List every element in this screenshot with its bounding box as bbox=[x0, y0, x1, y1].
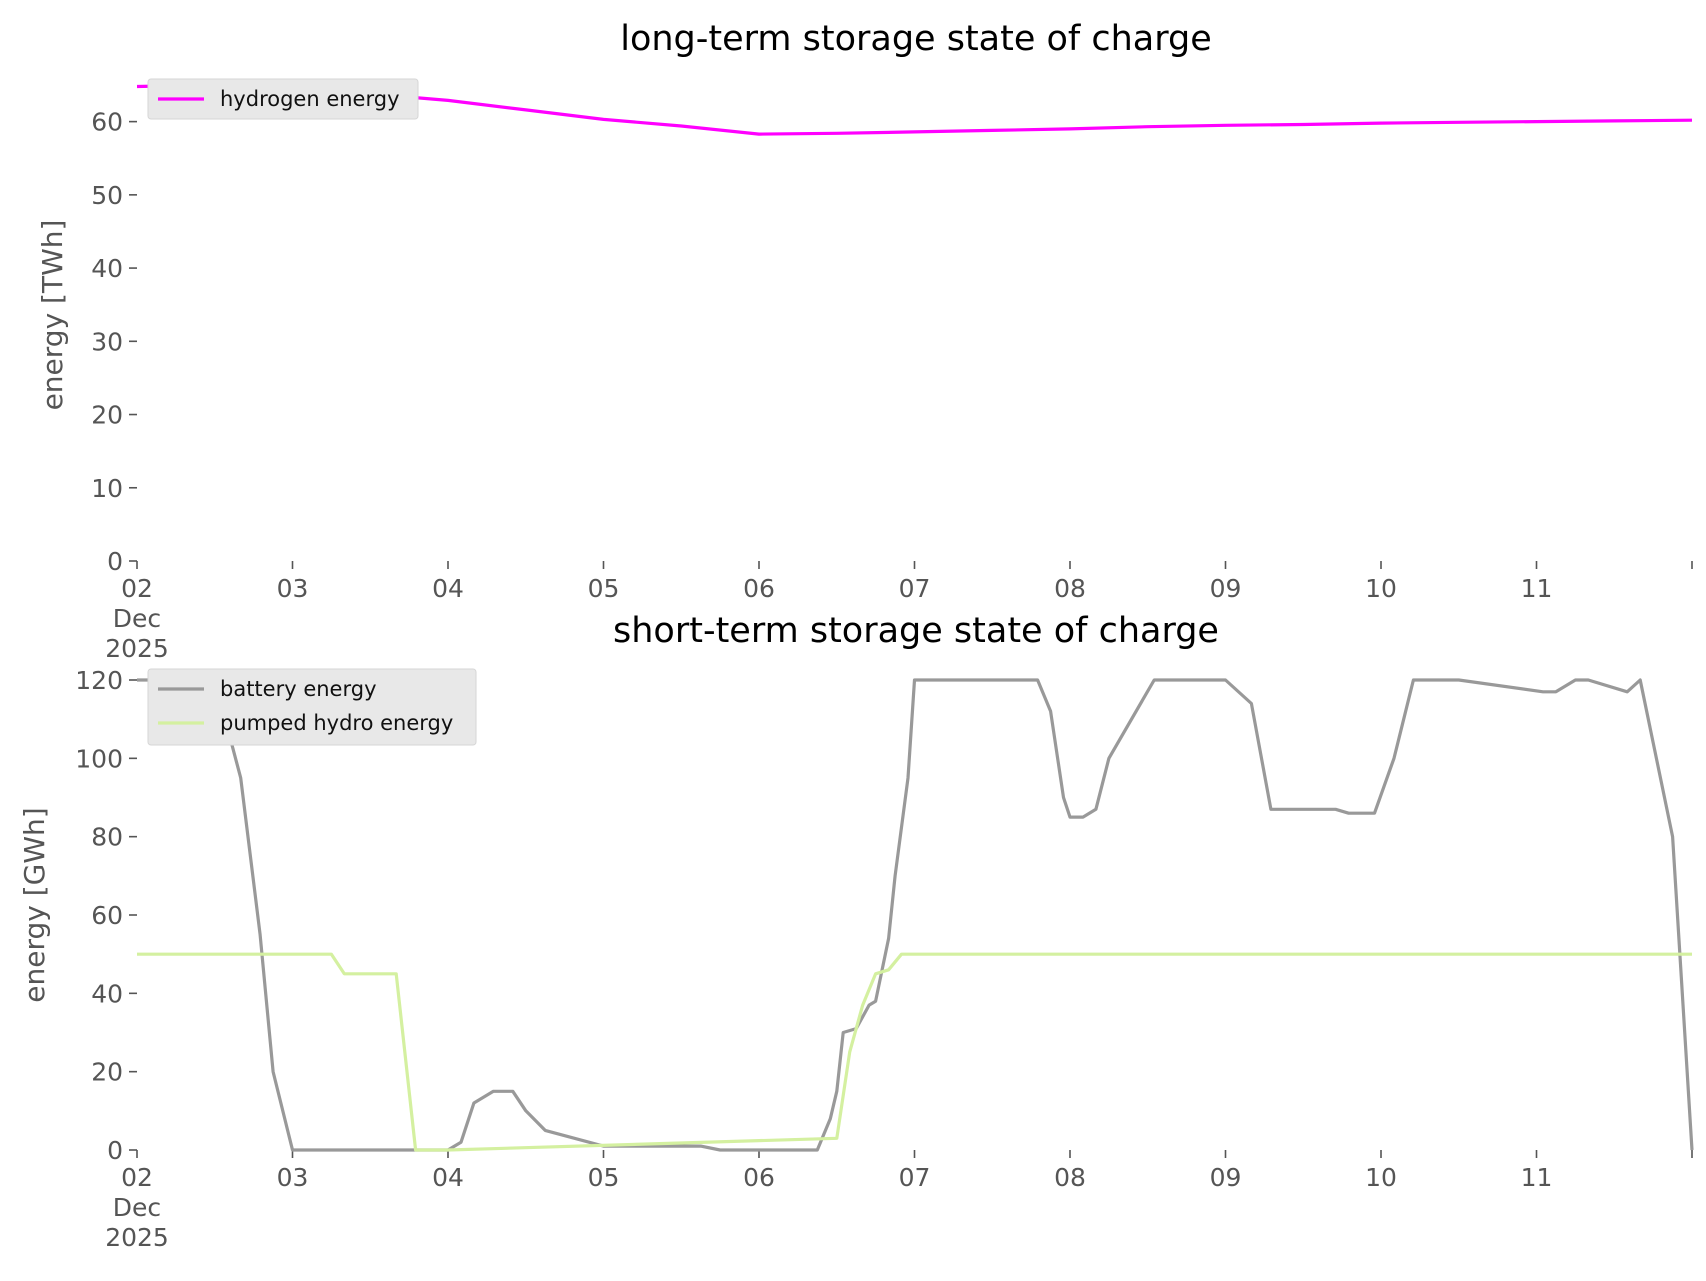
series-line-1 bbox=[137, 952, 1692, 1152]
y-tick-label: 20 bbox=[91, 1058, 123, 1087]
y-tick-label: 60 bbox=[91, 108, 123, 137]
y-tick-label: 0 bbox=[107, 1136, 123, 1165]
legend-box bbox=[147, 78, 419, 120]
legend-entry: pumped hydro energy bbox=[220, 711, 453, 735]
y-tick-label: 20 bbox=[91, 401, 123, 430]
axes: 0 10 20 30 40 50 60 02 Dec 2025 03 04 05 06 07 08 09 10 11 bbox=[91, 108, 1693, 663]
series-line-0 bbox=[137, 678, 1694, 1152]
x-tick-label: 04 bbox=[432, 574, 464, 603]
x-tick-label: 04 bbox=[432, 1163, 464, 1192]
x-tick-label: 05 bbox=[588, 1163, 620, 1192]
x-tick-label: 06 bbox=[743, 1163, 775, 1192]
legend-entry: hydrogen energy bbox=[220, 87, 400, 111]
x-tick-label: 10 bbox=[1365, 574, 1397, 603]
y-tick-label: 80 bbox=[91, 823, 123, 852]
x-tick-label: 08 bbox=[1054, 574, 1086, 603]
y-axis-label: energy [GWh] bbox=[18, 807, 51, 1002]
chart-title: short-term storage state of charge bbox=[613, 611, 1219, 651]
y-tick-label: 60 bbox=[91, 901, 123, 930]
x-tick-label: 11 bbox=[1521, 574, 1553, 603]
y-tick-label: 10 bbox=[91, 474, 123, 503]
x-tick-label: 11 bbox=[1521, 1163, 1553, 1192]
y-axis-label: energy [TWh] bbox=[36, 220, 69, 411]
chart-title: long-term storage state of charge bbox=[620, 19, 1212, 59]
x-tick-label: 05 bbox=[588, 574, 620, 603]
x-tick-label: 09 bbox=[1210, 1163, 1242, 1192]
y-tick-label: 40 bbox=[91, 979, 123, 1008]
x-tick-label: 02 Dec 2025 bbox=[105, 574, 169, 663]
y-tick-label: 100 bbox=[75, 744, 123, 773]
x-tick-label: 06 bbox=[743, 574, 775, 603]
x-tick-label: 07 bbox=[899, 1163, 931, 1192]
x-tick-label: 03 bbox=[277, 574, 309, 603]
x-tick-label: 03 bbox=[277, 1163, 309, 1192]
x-tick-label: 02 Dec 2025 bbox=[105, 1163, 169, 1252]
legend: battery energy pumped hydro energy bbox=[147, 668, 477, 746]
y-tick-label: 50 bbox=[91, 181, 123, 210]
series-lines bbox=[137, 678, 1694, 1152]
y-tick-label: 30 bbox=[91, 327, 123, 356]
long-term-storage-chart: long-term storage state of charge energy… bbox=[36, 19, 1693, 663]
y-tick-label: 40 bbox=[91, 254, 123, 283]
y-tick-label: 120 bbox=[75, 666, 123, 695]
x-tick-label: 09 bbox=[1210, 574, 1242, 603]
legend-box bbox=[147, 668, 477, 746]
short-term-storage-chart: short-term storage state of charge energ… bbox=[18, 611, 1694, 1252]
x-tick-label: 07 bbox=[899, 574, 931, 603]
x-tick-label: 10 bbox=[1365, 1163, 1397, 1192]
y-tick-label: 0 bbox=[107, 547, 123, 576]
x-tick-label: 08 bbox=[1054, 1163, 1086, 1192]
legend-entry: battery energy bbox=[220, 677, 377, 701]
axes: 0 20 40 60 80 100 120 02 Dec 2025 03 04 05 06 07 08 09 10… bbox=[75, 666, 1693, 1252]
legend: hydrogen energy bbox=[147, 78, 419, 120]
